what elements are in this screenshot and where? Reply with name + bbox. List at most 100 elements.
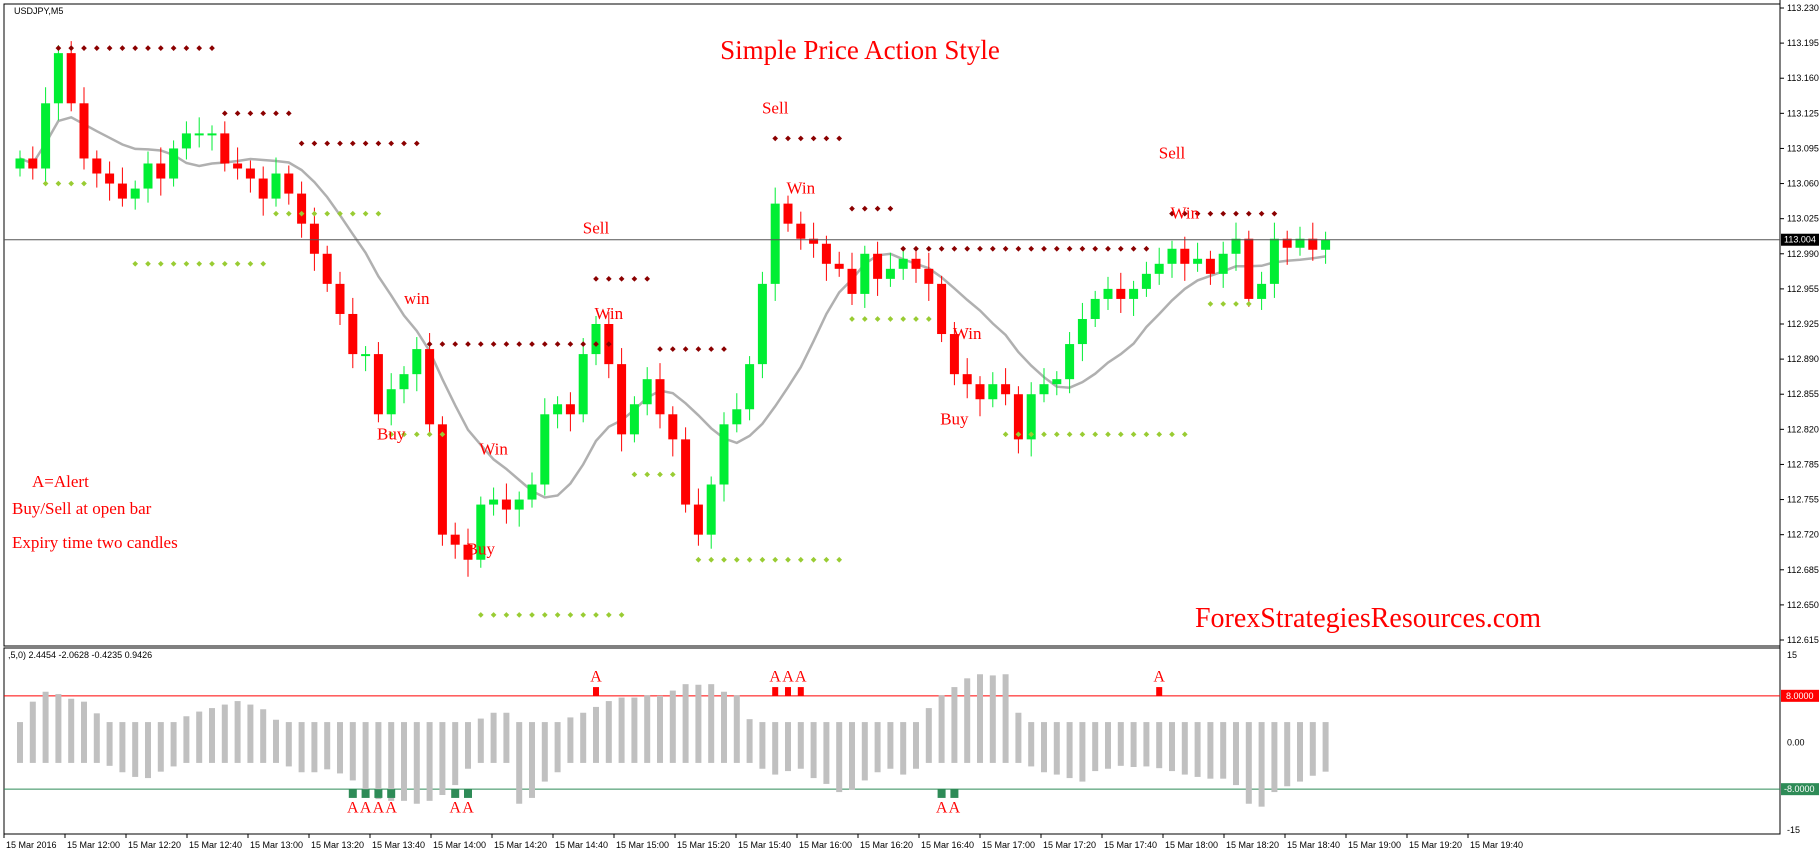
resistance-dot (1105, 245, 1111, 252)
support-dot (529, 612, 535, 618)
candle-bear (463, 544, 473, 560)
support-dot (657, 471, 663, 478)
current-price-badge (1781, 233, 1819, 246)
candle-bull (898, 258, 908, 269)
upper-level-value: 8.0000 (1786, 691, 1814, 701)
candle-bull (1218, 253, 1228, 274)
alert-up-bar (593, 687, 599, 696)
oscillator-bar (375, 722, 382, 800)
trade-annotation: Win (953, 324, 982, 343)
oscillator-bar (1041, 722, 1047, 773)
oscillator-bar (733, 695, 740, 763)
oscillator-bar (1322, 722, 1329, 772)
candle-bear (79, 103, 89, 159)
lower-level-value: -8.0000 (1784, 784, 1815, 794)
resistance-dot (721, 346, 727, 352)
price-tick-label: 112.720 (1787, 530, 1819, 540)
oscillator-bar (209, 708, 215, 763)
candle-bear (1205, 258, 1215, 274)
resistance-dot (1271, 210, 1278, 217)
lower-level-badge (1781, 783, 1819, 796)
support-dot (477, 612, 484, 618)
candle-bull (207, 133, 217, 136)
trade-annotation: Buy (377, 424, 406, 443)
resistance-dot (810, 135, 817, 142)
oscillator-bar (1092, 722, 1099, 772)
candle-bear (437, 424, 447, 535)
resistance-dot (413, 140, 420, 147)
support-dot (1130, 431, 1137, 438)
resistance-dot (1143, 245, 1150, 252)
time-tick-label: 15 Mar 16:40 (921, 840, 974, 850)
candle-bull (1141, 273, 1151, 289)
candle-bear (809, 238, 819, 244)
candle-bear (105, 173, 115, 184)
resistance-dot (349, 140, 356, 147)
candle-bull (169, 148, 179, 179)
oscillator-bar (490, 712, 497, 763)
resistance-dot (516, 341, 523, 347)
price-tick-label: 112.615 (1787, 635, 1819, 645)
resistance-dot (682, 346, 689, 352)
resistance-dot (657, 346, 663, 352)
oscillator-bar (554, 722, 561, 773)
candle-bear (1180, 248, 1190, 264)
support-dot (1066, 431, 1073, 438)
time-tick-label: 15 Mar 12:20 (128, 840, 181, 850)
support-dot (375, 210, 382, 217)
support-dot (324, 210, 331, 217)
alert-down-bar (451, 789, 460, 798)
resistance-dot (1130, 245, 1137, 252)
resistance-dot (426, 341, 433, 347)
resistance-dot (273, 110, 279, 117)
oscillator-bar (925, 708, 932, 763)
trade-annotation: Win (787, 179, 816, 198)
support-dot (887, 316, 894, 322)
alert-down-bar (348, 789, 357, 798)
oscillator-bar (42, 691, 49, 763)
indicator-tick-label: 0.00 (1787, 738, 1805, 748)
support-dot (797, 556, 804, 563)
support-dot (490, 612, 497, 618)
alert-down-bar (361, 789, 370, 798)
time-tick-label: 15 Mar 14:40 (555, 840, 608, 850)
oscillator-bar (452, 722, 459, 786)
candle-bear (501, 499, 511, 510)
support-dot (68, 180, 75, 187)
time-tick-label: 15 Mar 19:20 (1409, 840, 1462, 850)
resistance-dot (849, 205, 855, 212)
resistance-dot (337, 140, 343, 147)
candle-bear (322, 253, 332, 284)
trade-annotation: win (404, 289, 430, 308)
support-dot (349, 210, 356, 217)
oscillator-bar (119, 722, 126, 773)
candle-bull (1077, 318, 1087, 345)
candle-bull (885, 268, 895, 279)
upper-level-badge (1781, 689, 1819, 702)
oscillator-bar (260, 709, 267, 763)
alert-up-bar (797, 687, 804, 696)
resistance-dot (644, 276, 651, 282)
time-tick-label: 15 Mar 15:40 (738, 840, 791, 850)
oscillator-bar (93, 713, 100, 763)
time-tick-label: 15 Mar 19:00 (1348, 840, 1401, 850)
oscillator-bar (349, 722, 356, 781)
oscillator-bar (1258, 722, 1265, 807)
oscillator-bar (1297, 722, 1303, 782)
time-tick-label: 15 Mar 13:00 (250, 840, 303, 850)
support-dot (1169, 431, 1175, 438)
candle-bull (399, 374, 409, 390)
oscillator-bar (669, 690, 676, 763)
candle-bull (732, 409, 742, 425)
candle-bull (53, 53, 63, 104)
candle-bear (693, 504, 703, 535)
resistance-dot (580, 341, 587, 347)
support-dot (221, 260, 228, 267)
resistance-dot (593, 276, 599, 282)
trade-annotation: Sell (583, 219, 610, 238)
resistance-dot (1245, 210, 1252, 217)
support-dot (196, 260, 203, 267)
axes-layer: 113.230 113.195 113.160 113.125 113.095 113.0… (3, 3, 1819, 850)
support-dot (631, 471, 638, 478)
